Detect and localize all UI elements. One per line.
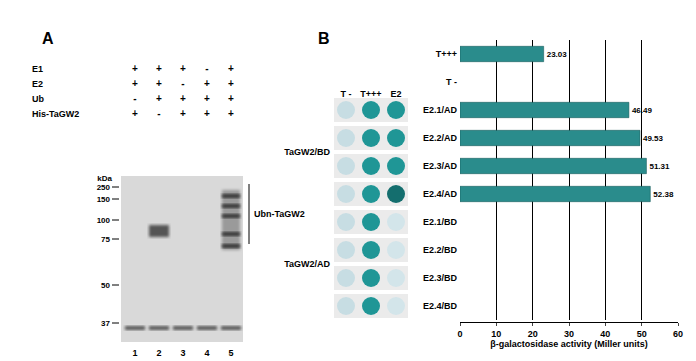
svg-text:E1: E1 (32, 64, 43, 74)
svg-text:+: + (132, 108, 138, 119)
svg-text:E2: E2 (390, 89, 401, 99)
svg-text:+: + (180, 108, 186, 119)
svg-text:40: 40 (600, 329, 610, 339)
svg-text:β-galactosidase activity (Mill: β-galactosidase activity (Miller units) (490, 339, 648, 349)
svg-text:37: 37 (101, 319, 110, 328)
svg-text:+: + (204, 93, 210, 104)
svg-text:23.03: 23.03 (547, 50, 568, 59)
svg-text:+: + (228, 78, 234, 89)
svg-text:60: 60 (673, 329, 683, 339)
svg-text:E2.1/BD: E2.1/BD (423, 217, 458, 227)
svg-text:E2.3/AD: E2.3/AD (423, 161, 458, 171)
svg-text:50: 50 (637, 329, 647, 339)
svg-text:Ub: Ub (32, 94, 44, 104)
svg-text:Ubn-TaGW2: Ubn-TaGW2 (254, 209, 305, 219)
svg-text:-: - (133, 93, 136, 104)
svg-text:E2.1/AD: E2.1/AD (423, 105, 458, 115)
svg-text:49.53: 49.53 (643, 134, 664, 143)
svg-text:E2.4/AD: E2.4/AD (423, 189, 458, 199)
svg-text:+: + (204, 78, 210, 89)
svg-text:-: - (181, 78, 184, 89)
svg-text:75: 75 (101, 235, 110, 244)
svg-text:E2.2/BD: E2.2/BD (423, 245, 458, 255)
svg-text:E2.2/AD: E2.2/AD (423, 133, 458, 143)
svg-text:+: + (204, 108, 210, 119)
svg-text:+: + (180, 63, 186, 74)
svg-text:5: 5 (228, 348, 233, 358)
svg-text:kDa: kDa (97, 174, 112, 183)
svg-text:B: B (318, 30, 330, 47)
svg-text:+: + (180, 93, 186, 104)
svg-text:0: 0 (457, 329, 462, 339)
svg-text:250: 250 (97, 183, 111, 192)
svg-text:-: - (205, 63, 208, 74)
svg-text:150: 150 (97, 195, 111, 204)
svg-text:His-TaGW2: His-TaGW2 (32, 109, 79, 119)
svg-text:2: 2 (156, 348, 161, 358)
svg-text:20: 20 (528, 329, 538, 339)
svg-text:46.49: 46.49 (632, 106, 653, 115)
svg-text:+: + (132, 78, 138, 89)
svg-text:+: + (228, 93, 234, 104)
svg-text:1: 1 (132, 348, 137, 358)
svg-text:+: + (156, 78, 162, 89)
svg-text:TaGW2/BD: TaGW2/BD (284, 147, 330, 157)
svg-text:100: 100 (97, 216, 111, 225)
svg-text:4: 4 (204, 348, 209, 358)
svg-text:+: + (228, 63, 234, 74)
svg-text:E2: E2 (32, 79, 43, 89)
svg-text:51.31: 51.31 (649, 162, 670, 171)
svg-text:+: + (156, 93, 162, 104)
svg-text:E2.4/BD: E2.4/BD (423, 301, 458, 311)
svg-text:30: 30 (564, 329, 574, 339)
svg-text:52.38: 52.38 (653, 190, 674, 199)
svg-text:E2.3/BD: E2.3/BD (423, 273, 458, 283)
svg-text:3: 3 (180, 348, 185, 358)
svg-text:A: A (42, 30, 54, 47)
svg-text:T -: T - (341, 89, 352, 99)
svg-text:50: 50 (101, 281, 110, 290)
svg-text:TaGW2/AD: TaGW2/AD (284, 259, 330, 269)
svg-text:T+++: T+++ (436, 49, 457, 59)
svg-text:10: 10 (491, 329, 501, 339)
svg-text:T+++: T+++ (360, 89, 381, 99)
svg-text:T -: T - (446, 77, 457, 87)
svg-text:+: + (228, 108, 234, 119)
svg-text:+: + (132, 63, 138, 74)
svg-text:+: + (156, 63, 162, 74)
svg-text:-: - (157, 108, 160, 119)
